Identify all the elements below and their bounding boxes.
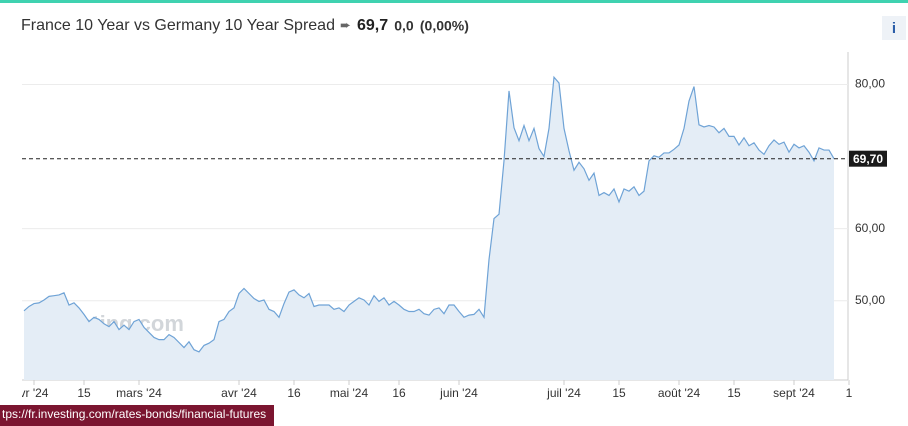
x-tick-label: août '24 [658,386,701,400]
price: 69,7 [357,17,388,34]
last-value-label: 69,70 [853,152,883,166]
x-tick-label: 15 [612,386,626,400]
chart-title: France 10 Year vs Germany 10 Year Spread [21,17,335,34]
info-button-bg[interactable] [882,16,906,40]
y-tick-label: 50,00 [855,293,885,307]
top-border [0,0,908,3]
line [23,75,835,353]
area [24,77,834,380]
arrow-icon: ➨ [340,17,351,32]
x-tick-label: 15 [727,386,741,400]
x-tick-label: 15 [77,386,91,400]
x-tick-label: juin '24 [439,386,478,400]
y-tick-label: 60,00 [855,221,885,235]
last-value-bg [849,150,887,167]
plot-area [22,75,848,380]
x-tick-label: 1 [846,386,853,400]
status-url: tps://fr.investing.com/rates-bonds/finan… [2,407,266,421]
x-tick-label: sept '24 [773,386,815,400]
change: 0,0 [394,18,414,34]
y-tick-label: 80,00 [855,77,885,91]
x-tick-label: 16 [287,386,301,400]
change-pct: (0,00%) [420,18,469,34]
info-button[interactable]: i [892,20,896,37]
x-tick-label: mars '24 [116,386,162,400]
status-bar [0,405,274,426]
x-tick-label: 16 [392,386,406,400]
x-axis: vr '24 15 mars '24 avr '24 16 mai '24 16 juin '… [20,380,853,400]
x-tick-label: avr '24 [221,386,257,400]
x-tick-label: mai '24 [330,386,369,400]
x-tick-label: juil '24 [546,386,581,400]
x-tick-label: vr '24 [20,386,49,400]
